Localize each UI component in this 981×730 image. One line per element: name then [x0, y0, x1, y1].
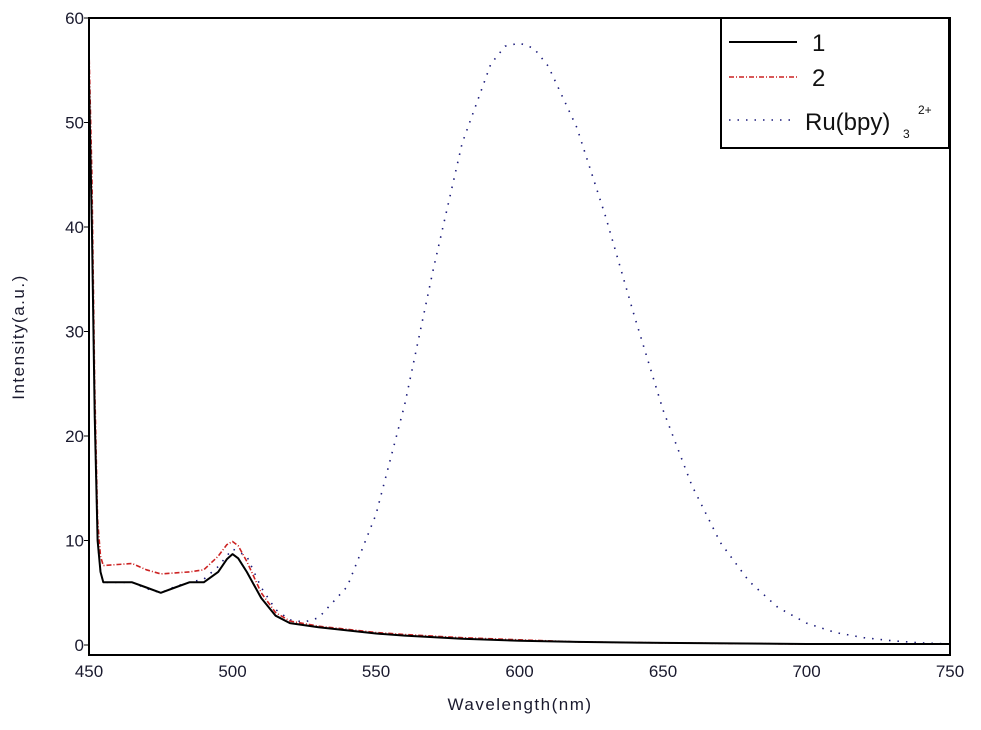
legend-label-ru-superscript: 2+ — [918, 103, 932, 117]
y-tick-label: 40 — [65, 218, 84, 237]
y-tick-label: 20 — [65, 427, 84, 446]
y-tick-label: 30 — [65, 323, 84, 342]
y-tick-label: 0 — [75, 636, 84, 655]
y-tick-label: 10 — [65, 532, 84, 551]
series-line-1 — [88, 80, 950, 645]
x-tick-label: 650 — [649, 662, 677, 681]
y-axis-title: Intensity(a.u.) — [9, 274, 28, 400]
legend-label-ru: Ru(bpy) — [805, 109, 890, 136]
series-layer — [88, 42, 951, 645]
x-tick-label: 450 — [75, 662, 103, 681]
x-tick-label: 750 — [936, 662, 964, 681]
x-axis-title: Wavelength(nm) — [447, 695, 592, 714]
x-tick-label: 700 — [792, 662, 820, 681]
y-tick-label: 60 — [65, 9, 84, 28]
y-tick-label: 50 — [65, 114, 84, 133]
x-tick-label: 550 — [362, 662, 390, 681]
x-axis-ticks: 450 500 550 600 650 700 750 — [75, 662, 964, 681]
legend: 1 2 Ru(bpy) 3 2+ — [720, 17, 950, 149]
legend-label-ru-subscript: 3 — [903, 127, 910, 141]
x-tick-label: 600 — [505, 662, 533, 681]
legend-label-1: 1 — [812, 30, 825, 57]
legend-box — [720, 17, 950, 149]
legend-label-2: 2 — [812, 65, 825, 92]
plot-frame — [88, 17, 951, 656]
x-tick-label: 500 — [218, 662, 246, 681]
y-axis-ticks: 0 10 20 30 40 50 60 — [65, 9, 89, 655]
